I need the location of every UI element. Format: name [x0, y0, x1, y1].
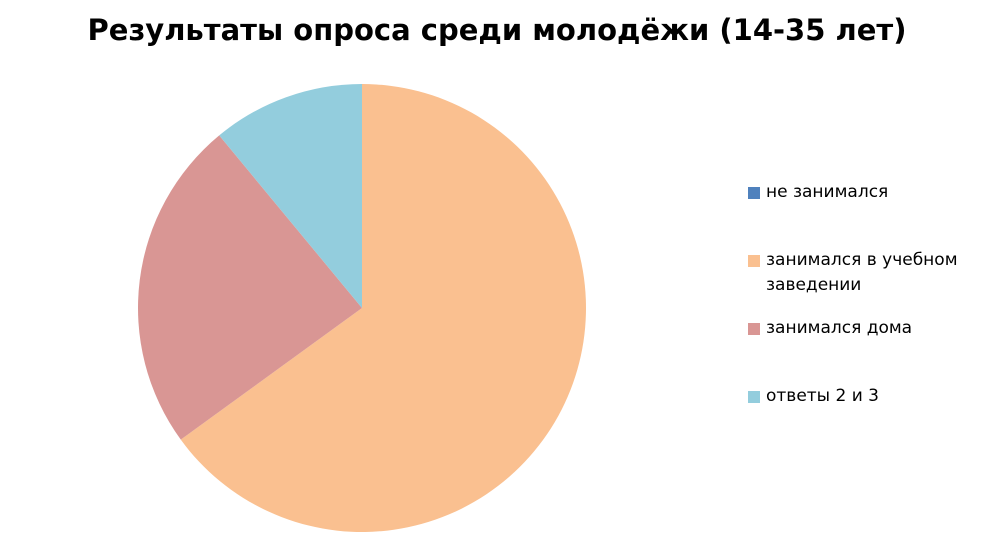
legend-item: занимался дома [748, 316, 988, 384]
legend-label: занимался дома [766, 318, 913, 338]
legend-label: занимался в учебном заведении [766, 250, 958, 295]
pie [138, 84, 586, 533]
legend-item: не занимался [748, 180, 988, 248]
pie-slice [138, 135, 362, 440]
legend-label: ответы 2 и 3 [766, 386, 879, 406]
legend-swatch [748, 255, 760, 267]
pie-slice [219, 84, 362, 308]
legend: не занимался занимался в учебном заведени… [748, 180, 988, 452]
legend-swatch [748, 187, 760, 199]
chart-title: Результаты опроса среди молодёжи (14-35 … [88, 13, 907, 47]
legend-swatch [748, 323, 760, 335]
legend-item: занимался в учебном заведении [748, 248, 988, 316]
legend-item: ответы 2 и 3 [748, 384, 988, 452]
legend-swatch [748, 391, 760, 403]
pie-slice [180, 84, 586, 533]
legend-label: не занимался [766, 182, 889, 202]
